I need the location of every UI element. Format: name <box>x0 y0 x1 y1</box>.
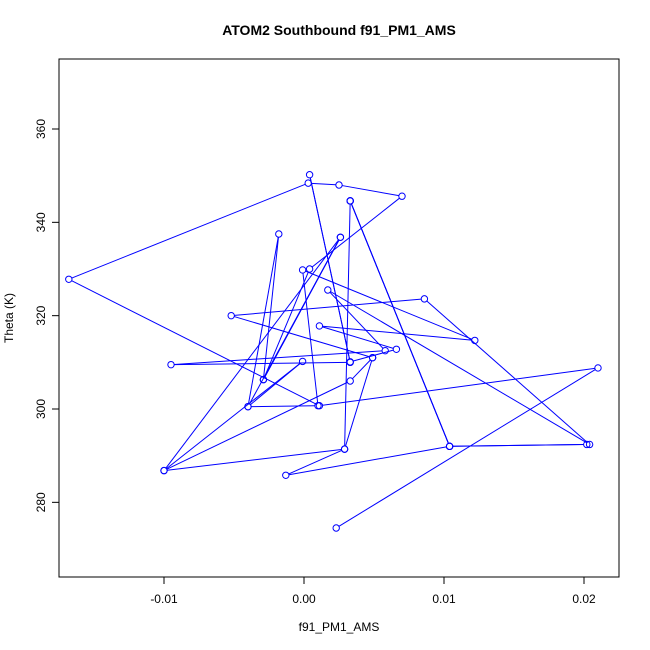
data-point <box>244 402 252 411</box>
data-point <box>160 466 168 475</box>
series-segment <box>167 449 342 471</box>
data-point <box>167 360 175 369</box>
data-point <box>305 265 314 273</box>
series-segment <box>309 177 351 360</box>
data-point <box>346 358 354 367</box>
data-point <box>594 364 602 372</box>
series-segment <box>165 239 339 469</box>
series-layer <box>65 171 602 532</box>
series-segment <box>338 369 596 527</box>
series-segment <box>71 183 306 279</box>
series-segment <box>234 298 422 316</box>
series-segment <box>350 203 449 444</box>
series-segment <box>342 185 399 197</box>
data-point <box>332 524 340 532</box>
series-segment <box>345 360 373 447</box>
data-point <box>298 357 307 366</box>
series-segment <box>352 359 371 380</box>
y-tick-label: 280 <box>34 492 48 512</box>
series-segment <box>311 182 336 186</box>
chart-title: ATOM2 Southbound f91_PM1_AMS <box>222 22 456 38</box>
series-segment <box>322 326 394 349</box>
data-point <box>420 295 429 303</box>
series-segment <box>174 350 383 365</box>
series-segment <box>329 291 384 349</box>
y-axis-label: Theta (K) <box>2 293 16 343</box>
x-tick-label: 0.01 <box>432 592 456 606</box>
series-segment <box>426 300 588 443</box>
data-point <box>65 275 73 283</box>
series-segment <box>263 237 279 377</box>
series-segment <box>330 291 588 444</box>
series-segment <box>322 367 595 406</box>
data-point <box>340 445 349 453</box>
y-tick-label: 320 <box>34 305 48 325</box>
series-segment <box>166 381 348 470</box>
x-tick-label: 0.00 <box>292 592 316 606</box>
data-point <box>304 179 312 187</box>
series-segment <box>288 449 342 475</box>
data-point <box>282 471 290 479</box>
y-tick-label: 340 <box>34 212 48 232</box>
data-point <box>259 375 268 384</box>
data-point <box>314 402 322 410</box>
series-segment <box>251 405 315 408</box>
data-point <box>471 336 479 345</box>
data-point <box>445 442 454 451</box>
data-point <box>275 230 283 238</box>
series-segment <box>250 363 301 406</box>
data-point <box>346 377 354 385</box>
data-point <box>298 266 307 274</box>
data-point <box>381 346 389 355</box>
data-point <box>585 440 594 449</box>
data-point <box>305 171 314 179</box>
data-point <box>335 181 343 189</box>
data-point <box>368 353 377 362</box>
data-point <box>315 322 324 330</box>
series-segment <box>353 349 394 362</box>
series-segment <box>174 361 348 366</box>
series-segment <box>288 446 447 476</box>
series-segment <box>452 444 584 447</box>
x-tick-label: -0.01 <box>150 592 178 606</box>
data-point <box>583 440 591 449</box>
data-point <box>227 311 235 320</box>
data-point <box>346 197 354 205</box>
data-point <box>336 233 345 241</box>
data-point <box>398 192 406 200</box>
series-segment <box>248 237 279 404</box>
data-point <box>324 286 332 294</box>
x-tick-label: 0.02 <box>572 592 596 606</box>
series-segment <box>302 273 319 403</box>
y-tick-label: 360 <box>34 119 48 139</box>
y-axis: 280 300 320 340 360 <box>34 119 59 512</box>
data-point <box>392 345 401 353</box>
series-segment <box>71 280 317 405</box>
x-axis-label: f91_PM1_AMS <box>299 620 380 634</box>
plot-frame <box>58 58 620 578</box>
series-segment <box>344 204 351 446</box>
series-segment <box>166 362 301 470</box>
x-axis: -0.01 0.00 0.01 0.02 <box>150 577 596 606</box>
y-tick-label: 300 <box>34 399 48 419</box>
